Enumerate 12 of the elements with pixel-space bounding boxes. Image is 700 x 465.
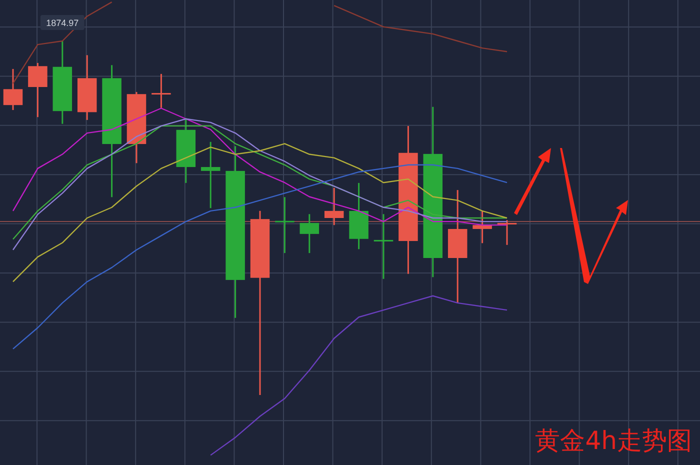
candlestick <box>28 62 48 118</box>
candlestick <box>324 187 344 226</box>
candlestick <box>497 219 517 246</box>
candlestick <box>152 73 171 109</box>
text: 黄金4h走势图 <box>535 426 692 455</box>
candlestick <box>200 141 220 209</box>
annotation: 1874.97 <box>46 18 79 28</box>
candlestick <box>275 196 294 254</box>
candlestick <box>3 68 23 111</box>
candlestick <box>374 213 394 280</box>
candlestick <box>300 213 320 254</box>
candlestick <box>472 210 492 244</box>
